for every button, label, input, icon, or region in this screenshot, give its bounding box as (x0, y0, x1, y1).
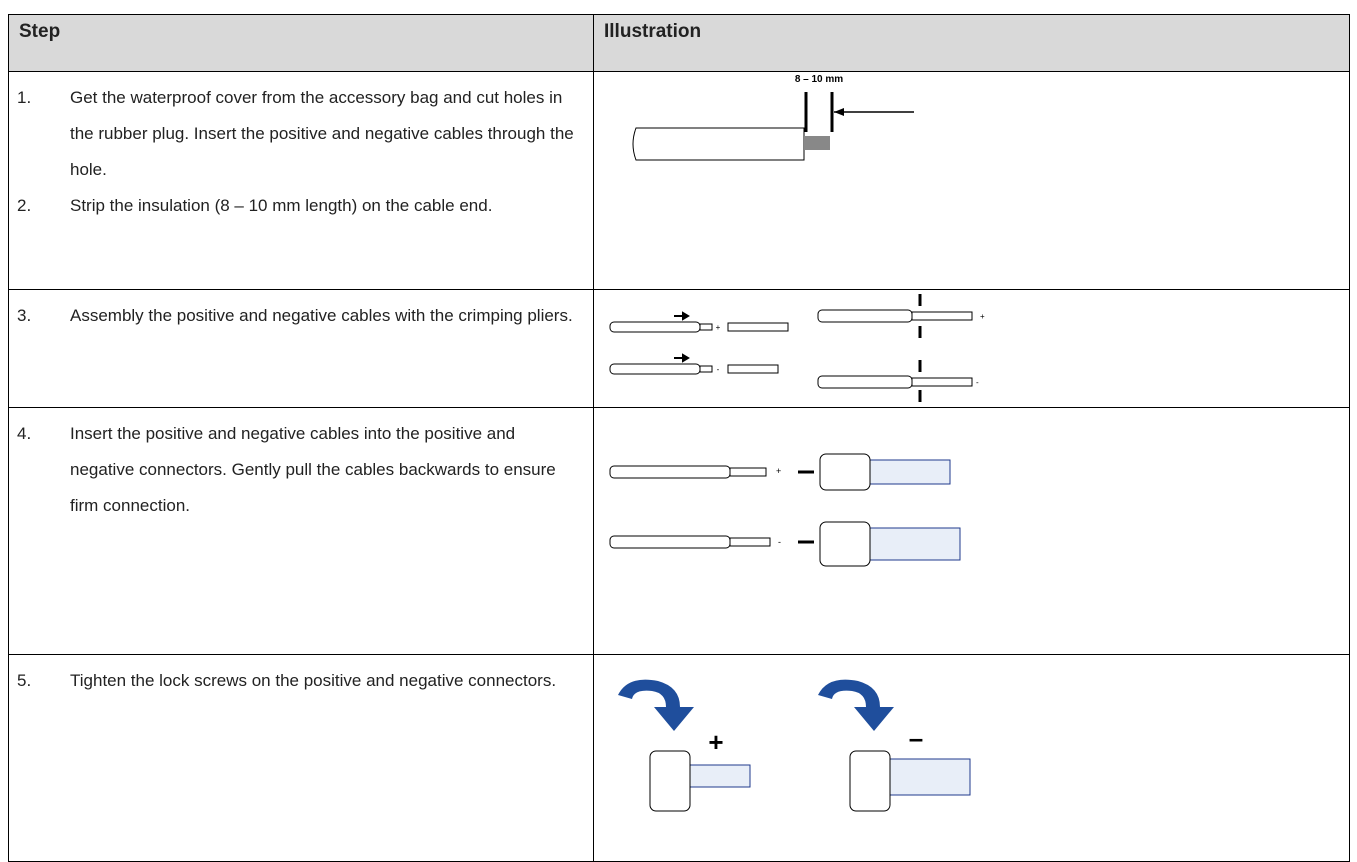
illustration: + – (618, 679, 971, 812)
step-cell: 3. Assembly the positive and negative cab… (8, 289, 594, 408)
step-cell: 5. Tighten the lock screws on the positiv… (8, 654, 594, 862)
polarity-label: – (909, 723, 923, 753)
illustration: + + - - (609, 294, 985, 402)
step-text: Strip the insulation (8 – 10 mm length) … (70, 196, 493, 215)
step-number: 1. (17, 88, 32, 107)
row: 1. Get the waterproof cover from the acce… (8, 71, 1350, 290)
polarity-label: + (980, 312, 985, 321)
illustration-cell: + - (593, 407, 1350, 655)
step-cell: 4. Insert the positive and negative cable… (8, 407, 594, 655)
polarity-label: - (778, 537, 781, 547)
step-text: Insert the positive and negative cables … (70, 424, 556, 515)
step-text: Get the waterproof cover from the access… (70, 88, 574, 179)
row: 5. Tighten the lock screws on the positiv… (8, 654, 1350, 862)
step: 2. Strip the insulation (8 – 10 mm length… (17, 188, 585, 224)
step-text: Assembly the positive and negative cable… (70, 306, 573, 325)
step-cell: 1. Get the waterproof cover from the acce… (8, 71, 594, 290)
illustration: + - (609, 453, 961, 567)
polarity-label: - (717, 365, 720, 374)
header-row: Step Illustration (8, 14, 1350, 72)
step-number: 3. (17, 306, 32, 325)
steps-table: Step Illustration 1. Get the waterproof c… (8, 14, 1350, 862)
illustration-cell: + – (593, 654, 1350, 862)
step: 3. Assembly the positive and negative cab… (17, 298, 585, 334)
step: 1. Get the waterproof cover from the acce… (17, 80, 585, 188)
header-cell: Step (8, 14, 594, 72)
step-number: 2. (17, 196, 32, 215)
polarity-label: + (776, 466, 781, 476)
step: 5. Tighten the lock screws on the positiv… (17, 663, 585, 699)
step-number: 5. (17, 671, 32, 690)
polarity-label: + (716, 323, 721, 332)
illustration: 8 – 10 mm (632, 74, 914, 161)
dimension-label: 8 – 10 mm (795, 74, 843, 85)
illustration-cell: 8 – 10 mm (593, 71, 1350, 290)
polarity-label: - (976, 378, 979, 387)
illustration-cell: + + - - (593, 289, 1350, 408)
row: 4. Insert the positive and negative cable… (8, 407, 1350, 655)
step-number: 4. (17, 424, 32, 443)
step-text: Tighten the lock screws on the positive … (70, 671, 557, 690)
header-cell: Illustration (593, 14, 1350, 72)
step: 4. Insert the positive and negative cable… (17, 416, 585, 524)
row: 3. Assembly the positive and negative cab… (8, 289, 1350, 408)
polarity-label: + (708, 727, 723, 757)
